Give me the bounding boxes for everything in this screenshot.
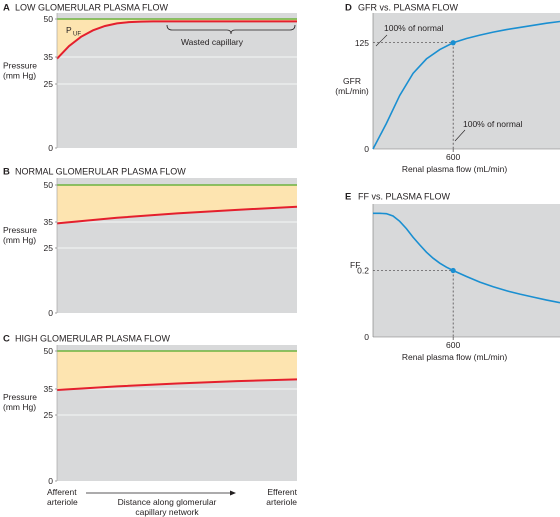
y-axis-label: GFR bbox=[343, 76, 361, 86]
panel-letter: E bbox=[345, 192, 351, 203]
y-tick-label: 25 bbox=[44, 79, 54, 89]
puf-label: P bbox=[66, 25, 72, 35]
y-tick-label: 50 bbox=[44, 346, 54, 356]
panel-title: HIGH GLOMERULAR PLASMA FLOW bbox=[15, 334, 171, 344]
highlight-point bbox=[450, 40, 456, 46]
y-tick-label: 125 bbox=[355, 38, 369, 48]
distance-arrow-head bbox=[230, 490, 236, 496]
filtration-area bbox=[57, 185, 297, 224]
panel-b: B NORMAL GLOMERULAR PLASMA FLOW 0 25 35 50 Pre… bbox=[3, 167, 298, 318]
panel-a: A LOW GLOMERULAR PLASMA FLOW 0 25 35 50 Pressu… bbox=[3, 3, 297, 153]
x-tick-label: 600 bbox=[446, 340, 460, 350]
y-tick-label: 35 bbox=[44, 217, 54, 227]
curve-line bbox=[373, 212, 560, 304]
oncotic-pressure-line bbox=[56, 20, 297, 60]
highlight-point bbox=[450, 267, 456, 274]
y-axis-label: Pressure bbox=[3, 61, 37, 71]
panel-c: C HIGH GLOMERULAR PLASMA FLOW 0 25 35 50 Press… bbox=[3, 334, 298, 517]
normal-gfr-annotation: 100% of normal bbox=[384, 23, 444, 33]
distance-axis-label: Distance along glomerular bbox=[118, 497, 217, 507]
panel-letter: D bbox=[345, 3, 352, 14]
panel-title: LOW GLOMERULAR PLASMA FLOW bbox=[15, 3, 169, 13]
afferent-arteriole-label: arteriole bbox=[47, 497, 78, 507]
y-tick-label: 35 bbox=[44, 52, 54, 62]
wasted-capillary-label: Wasted capillary bbox=[181, 37, 244, 47]
y-tick-label: 50 bbox=[44, 14, 54, 24]
y-tick-label: 0 bbox=[364, 144, 369, 154]
panel-d: D GFR vs. PLASMA FLOW 0 125 600 Renal plasma … bbox=[335, 3, 560, 174]
curve-line bbox=[372, 20, 560, 150]
y-tick-label: 0 bbox=[48, 308, 53, 318]
filtration-area bbox=[57, 19, 297, 59]
panel-title: GFR vs. PLASMA FLOW bbox=[358, 3, 459, 13]
panel-title: FF vs. PLASMA FLOW bbox=[358, 192, 451, 202]
y-axis-label: Pressure bbox=[3, 392, 37, 402]
panel-letter: C bbox=[3, 334, 10, 345]
y-tick-label: 35 bbox=[44, 384, 54, 394]
normal-gfr-pointer bbox=[375, 34, 388, 47]
afferent-arteriole-label: Afferent bbox=[47, 487, 77, 497]
wasted-capillary-brace bbox=[166, 24, 296, 35]
normal-flow-pointer bbox=[454, 129, 466, 142]
efferent-arteriole-label: arteriole bbox=[266, 497, 297, 507]
y-axis-label: (mm Hg) bbox=[3, 402, 36, 412]
oncotic-pressure-line bbox=[56, 205, 298, 225]
panel-letter: B bbox=[3, 167, 10, 178]
y-axis-label: FF bbox=[350, 260, 360, 270]
distance-axis-label: capillary network bbox=[135, 507, 199, 517]
efferent-arteriole-label: Efferent bbox=[267, 487, 297, 497]
normal-flow-annotation: 100% of normal bbox=[463, 119, 523, 129]
panel-e: E FF vs. PLASMA FLOW 0 0.2 600 Renal plasma f… bbox=[345, 192, 560, 362]
y-tick-label: 0 bbox=[48, 143, 53, 153]
y-axis-label: Pressure bbox=[3, 225, 37, 235]
y-tick-label: 0.2 bbox=[357, 266, 369, 276]
plot-background bbox=[373, 13, 560, 149]
plot-background bbox=[57, 13, 297, 148]
y-axis-label: (mm Hg) bbox=[3, 71, 36, 81]
x-axis-label: Renal plasma flow (mL/min) bbox=[402, 164, 508, 174]
y-tick-label: 50 bbox=[44, 180, 54, 190]
puf-subscript: UF bbox=[73, 32, 81, 38]
y-tick-label: 0 bbox=[364, 332, 369, 342]
panel-letter: A bbox=[3, 3, 10, 14]
y-axis-label: (mL/min) bbox=[335, 86, 369, 96]
y-tick-label: 25 bbox=[44, 410, 54, 420]
y-axis-label: (mm Hg) bbox=[3, 235, 36, 245]
x-tick-label: 600 bbox=[446, 152, 460, 162]
oncotic-pressure-line bbox=[56, 378, 298, 391]
x-axis-label: Renal plasma flow (mL/min) bbox=[402, 352, 508, 362]
y-tick-label: 25 bbox=[44, 243, 54, 253]
panel-title: NORMAL GLOMERULAR PLASMA FLOW bbox=[15, 167, 186, 177]
y-tick-label: 0 bbox=[48, 476, 53, 486]
